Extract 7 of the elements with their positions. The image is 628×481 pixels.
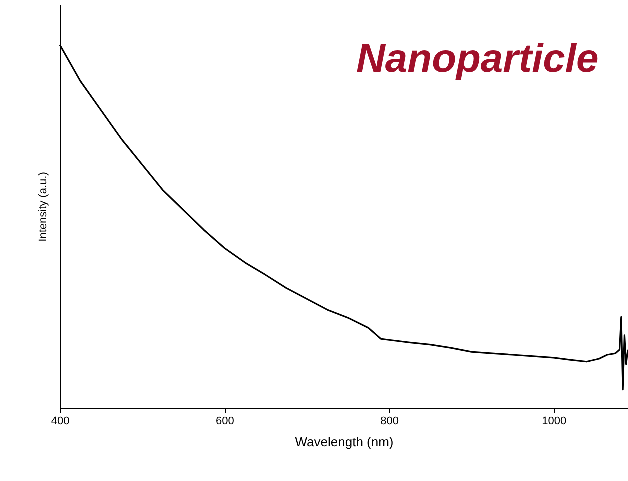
chart-title: Nanoparticle <box>356 37 599 81</box>
x-tick-label: 400 <box>51 416 70 428</box>
x-tick-label: 800 <box>380 416 399 428</box>
x-tick-label: 1000 <box>542 416 567 428</box>
x-tick-label: 600 <box>216 416 234 428</box>
y-axis-title: Intensity (a.u.) <box>38 172 50 242</box>
x-axis-title: Wavelength (nm) <box>295 434 394 450</box>
